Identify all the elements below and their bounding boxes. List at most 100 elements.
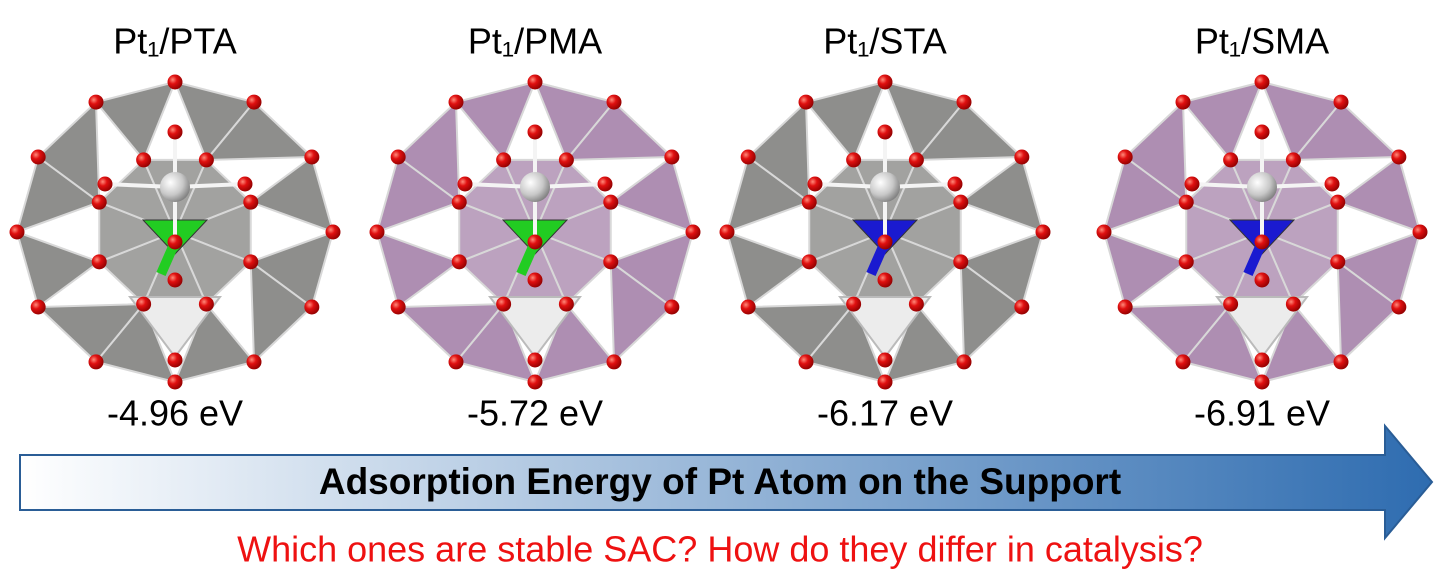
- oxygen-atom: [243, 254, 259, 270]
- polyhedron: [725, 230, 812, 309]
- oxygen-atom: [9, 224, 25, 240]
- oxygen-atom: [877, 272, 893, 288]
- oxygen-atom: [558, 152, 574, 168]
- oxygen-atom: [369, 224, 385, 240]
- polyoxometalate: [369, 74, 701, 390]
- polyhedron: [958, 155, 1045, 234]
- oxygen-atom: [664, 149, 680, 165]
- oxygen-atom: [1330, 254, 1346, 270]
- polyhedron: [959, 259, 1024, 365]
- oxygen-atom: [91, 194, 107, 210]
- polyhedron: [35, 303, 146, 364]
- polyhedron: [396, 99, 461, 205]
- oxygen-atom: [558, 296, 574, 312]
- bottom-tetrahedron: [1215, 296, 1309, 359]
- oxygen-atom: [801, 254, 817, 270]
- oxygen-atom: [527, 352, 543, 368]
- oxygen-atom: [88, 94, 104, 110]
- oxygen-atom: [198, 296, 214, 312]
- oxygen-atom: [1254, 74, 1270, 90]
- oxygen-atom: [877, 234, 893, 250]
- adsorption-energy: -5.72 eV: [467, 393, 603, 434]
- oxygen-atom: [1254, 352, 1270, 368]
- oxygen-atom: [798, 354, 814, 370]
- oxygen-atom: [1285, 296, 1301, 312]
- oxygen-atom: [527, 272, 543, 288]
- oxygen-atom: [527, 374, 543, 390]
- polyoxometalate: [1096, 74, 1428, 390]
- polyhedron: [608, 155, 695, 234]
- polyhedron: [533, 302, 616, 384]
- polyhedron: [1260, 302, 1343, 384]
- oxygen-atom: [1178, 194, 1194, 210]
- oxygen-atom: [527, 74, 543, 90]
- oxygen-atom: [1412, 224, 1428, 240]
- polyhedron: [1122, 303, 1233, 364]
- oxygen-atom: [88, 354, 104, 370]
- polyhedron: [745, 303, 856, 364]
- oxygen-atom: [304, 149, 320, 165]
- oxygen-atom: [136, 152, 152, 168]
- oxygen-atom: [908, 296, 924, 312]
- pt-atom: [1247, 172, 1277, 202]
- oxygen-atom: [136, 296, 152, 312]
- oxygen-atom: [877, 124, 893, 140]
- polyhedron: [1181, 80, 1264, 162]
- polyhedron: [1291, 100, 1402, 161]
- structure-label: Pt₁/SMA: [1195, 21, 1329, 62]
- oxygen-atom: [167, 272, 183, 288]
- oxygen-atom: [1223, 296, 1239, 312]
- oxygen-atom: [167, 374, 183, 390]
- polyoxometalate: [9, 74, 341, 390]
- oxygen-atom: [603, 194, 619, 210]
- polyoxometalate: [719, 74, 1051, 390]
- polyhedron: [173, 302, 256, 384]
- oxygen-atom: [30, 149, 46, 165]
- polyhedron: [1102, 230, 1189, 309]
- oxygen-atom: [451, 254, 467, 270]
- oxygen-atom: [1184, 176, 1200, 192]
- oxygen-atom: [167, 352, 183, 368]
- polyhedron: [249, 259, 314, 365]
- pt-atom: [160, 172, 190, 202]
- oxygen-atom: [956, 354, 972, 370]
- oxygen-atom: [1117, 149, 1133, 165]
- oxygen-atom: [846, 296, 862, 312]
- oxygen-atom: [947, 176, 963, 192]
- oxygen-atom: [496, 296, 512, 312]
- oxygen-atom: [325, 224, 341, 240]
- bottom-tetrahedron: [838, 296, 932, 359]
- oxygen-atom: [457, 176, 473, 192]
- oxygen-atom: [1175, 354, 1191, 370]
- oxygen-atom: [246, 354, 262, 370]
- structures: [9, 74, 1428, 390]
- pt-atom: [520, 172, 550, 202]
- oxygen-atom: [1014, 149, 1030, 165]
- polyhedron: [1336, 259, 1401, 365]
- oxygen-atom: [167, 74, 183, 90]
- oxygen-atom: [807, 176, 823, 192]
- oxygen-atom: [451, 194, 467, 210]
- question: Which ones are stable SAC? How do they d…: [237, 529, 1203, 570]
- adsorption-energy: -4.96 eV: [107, 393, 243, 434]
- polyhedron: [883, 302, 966, 384]
- oxygen-atom: [167, 124, 183, 140]
- polyhedron: [204, 100, 315, 161]
- oxygen-atom: [304, 299, 320, 315]
- oxygen-atom: [1254, 272, 1270, 288]
- polyhedron: [1123, 99, 1188, 205]
- energy-arrow: [19, 423, 1434, 541]
- oxygen-atom: [877, 352, 893, 368]
- oxygen-atom: [1223, 152, 1239, 168]
- oxygen-atom: [877, 374, 893, 390]
- oxygen-atom: [1333, 94, 1349, 110]
- oxygen-atom: [606, 354, 622, 370]
- arrow-label: Adsorption Energy of Pt Atom on the Supp…: [319, 461, 1121, 502]
- oxygen-atom: [953, 194, 969, 210]
- oxygen-atom: [801, 194, 817, 210]
- polyhedron: [914, 100, 1025, 161]
- polyhedron: [804, 80, 887, 162]
- oxygen-atom: [685, 224, 701, 240]
- oxygen-atom: [956, 94, 972, 110]
- bottom-tetrahedron: [488, 296, 582, 359]
